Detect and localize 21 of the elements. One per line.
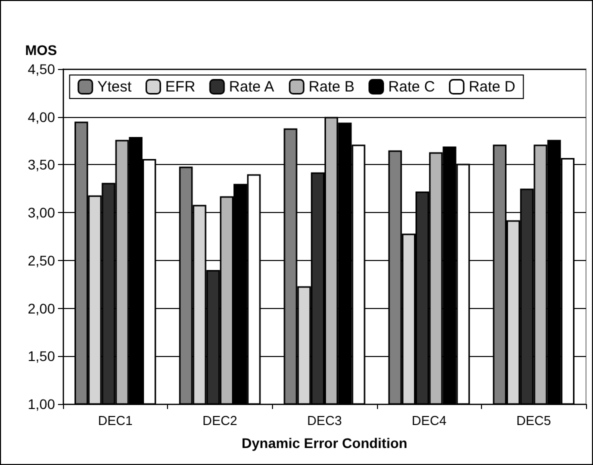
y-tick-label: 1,50	[28, 348, 56, 364]
y-tick-label: 3,50	[28, 156, 56, 173]
legend-label: Ytest	[97, 78, 132, 96]
x-tick-label: DEC5	[516, 413, 552, 428]
y-tick-label: 2,50	[28, 252, 56, 268]
x-axis-title: Dynamic Error Condition	[242, 435, 408, 451]
x-tick-label: DEC2	[202, 413, 238, 428]
y-tick-label: 1,00	[28, 396, 56, 412]
legend-label: Rate B	[308, 78, 355, 96]
legend-label: Rate C	[388, 78, 436, 96]
x-tick-label: DEC4	[412, 413, 446, 428]
x-tick-label: DEC1	[98, 413, 133, 428]
legend-label: EFR	[165, 78, 196, 96]
y-tick-label: 4,50	[28, 61, 56, 77]
x-tick-label: DEC3	[307, 413, 342, 428]
y-tick-label: 4,00	[28, 108, 56, 125]
legend-label: Rate A	[229, 78, 274, 96]
y-tick-label: 2,00	[28, 300, 56, 316]
y-tick-label: 3,00	[28, 204, 56, 221]
y-axis-title: MOS	[25, 42, 57, 58]
legend-label: Rate D	[468, 78, 516, 96]
